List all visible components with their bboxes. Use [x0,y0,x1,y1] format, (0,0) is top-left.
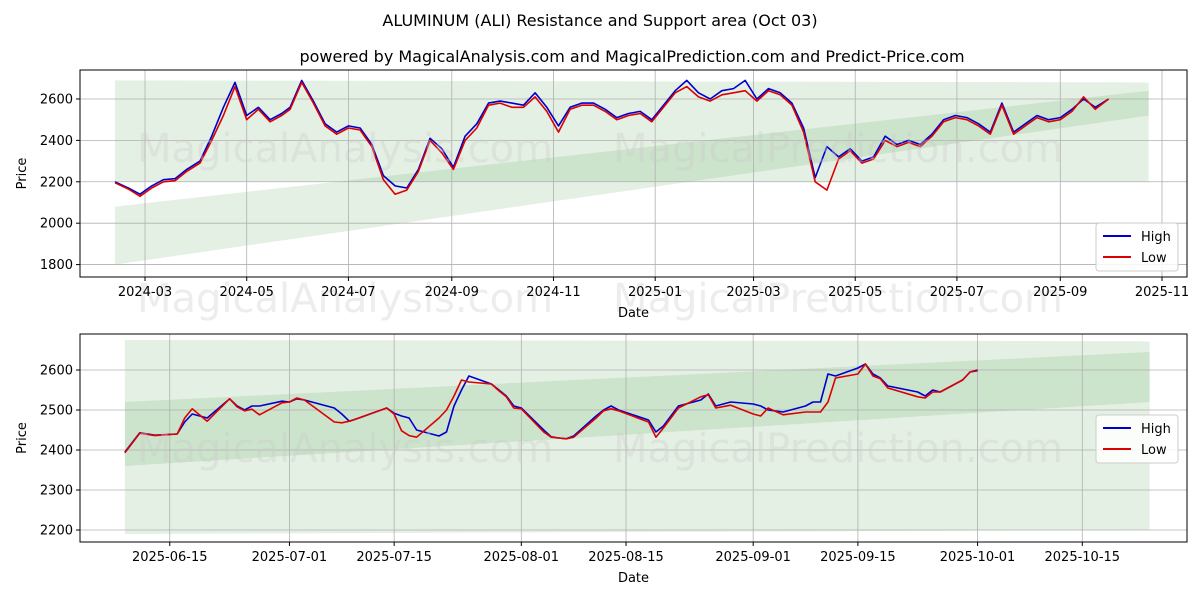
top-x-tick-label: 2024-03 [118,285,172,300]
bottom-low-series-line [124,363,978,454]
bottom-legend: High Low [1095,414,1179,464]
bottom-price-lines [124,363,978,454]
top-y-tick-label: 2600 [40,92,73,107]
top-x-ticks: 2024-03 2024-05 2024-07 2024-09 2024-11 2025-… [118,277,1189,300]
bottom-grid [80,334,1187,542]
bottom-x-tick-label: 2025-07-01 [252,550,328,565]
mid-watermark-prediction: MagicalPrediction.com [613,276,1063,322]
bottom-y-tick-label: 2400 [40,444,73,459]
bottom-y-tick-label: 2300 [40,484,73,499]
top-legend-low-label: Low [1141,251,1167,266]
top-y-axis-label: Price [15,158,30,190]
top-band-1 [115,90,1149,265]
bottom-x-tick-label: 2025-09-01 [715,550,791,565]
bottom-band-1 [124,352,1150,466]
bottom-y-tick-label: 2500 [40,404,73,419]
bottom-watermark-prediction: MagicalPrediction.com [613,426,1063,472]
bottom-y-axis-label: Price [15,422,30,454]
top-legend-high-label: High [1141,230,1171,245]
bottom-x-axis-label: Date [618,571,649,586]
mid-watermark-analysis: MagicalAnalysis.com [137,276,553,322]
top-x-tick-label: 2024-05 [220,285,274,300]
bottom-x-tick-label: 2025-08-15 [588,550,664,565]
top-y-ticks: 1800 2000 2200 2400 2600 [40,92,80,273]
top-x-tick-label: 2025-07 [930,285,984,300]
bottom-y-ticks: 2200 2300 2400 2500 2600 [40,364,80,539]
bottom-plot-frame [79,333,1188,543]
bottom-legend-low-label: Low [1141,443,1167,458]
top-x-tick-label: 2025-11 [1135,285,1189,300]
top-legend: High Low [1095,222,1179,272]
top-x-tick-label: 2025-05 [828,285,882,300]
bottom-x-ticks: 2025-06-15 2025-07-01 2025-07-15 2025-08-01… [132,542,1120,565]
top-y-tick-label: 2000 [40,217,73,232]
top-chart-panel: MagicalAnalysis.com MagicalPrediction.co… [15,69,1189,322]
top-watermark-analysis: MagicalAnalysis.com [137,126,553,172]
top-x-tick-label: 2025-03 [726,285,780,300]
top-high-series-line [114,79,1110,195]
bottom-x-tick-label: 2025-10-01 [940,550,1016,565]
bottom-y-tick-label: 2600 [40,364,73,379]
top-y-tick-label: 2400 [40,134,73,149]
top-watermark-prediction: MagicalPrediction.com [613,126,1063,172]
bottom-x-tick-label: 2025-09-15 [820,550,896,565]
top-low-series-line [114,81,1110,198]
chart-subtitle: powered by MagicalAnalysis.com and Magic… [299,47,964,66]
bottom-x-tick-label: 2025-08-01 [484,550,560,565]
top-support-resistance-bands [115,80,1149,265]
chart-title: ALUMINUM (ALI) Resistance and Support ar… [382,11,817,30]
top-plot-frame [79,69,1188,278]
bottom-band-0 [124,340,1150,534]
top-band-0 [115,80,1149,182]
top-x-tick-label: 2025-01 [628,285,682,300]
bottom-x-tick-label: 2025-07-15 [356,550,432,565]
bottom-y-tick-label: 2200 [40,524,73,539]
top-y-tick-label: 2200 [40,175,73,190]
bottom-watermark-analysis: MagicalAnalysis.com [137,426,553,472]
top-x-tick-label: 2025-09 [1033,285,1087,300]
top-x-tick-label: 2024-09 [425,285,479,300]
bottom-legend-high-label: High [1141,422,1171,437]
top-x-tick-label: 2024-11 [526,285,580,300]
bottom-x-tick-label: 2025-10-15 [1045,550,1121,565]
top-price-lines [114,79,1110,198]
bottom-x-tick-label: 2025-06-15 [132,550,208,565]
top-x-axis-label: Date [618,306,649,321]
bottom-support-resistance-bands [124,340,1150,534]
bottom-chart-panel: MagicalAnalysis.com MagicalPrediction.co… [15,333,1188,586]
top-x-tick-label: 2024-07 [321,285,375,300]
top-y-tick-label: 1800 [40,258,73,273]
